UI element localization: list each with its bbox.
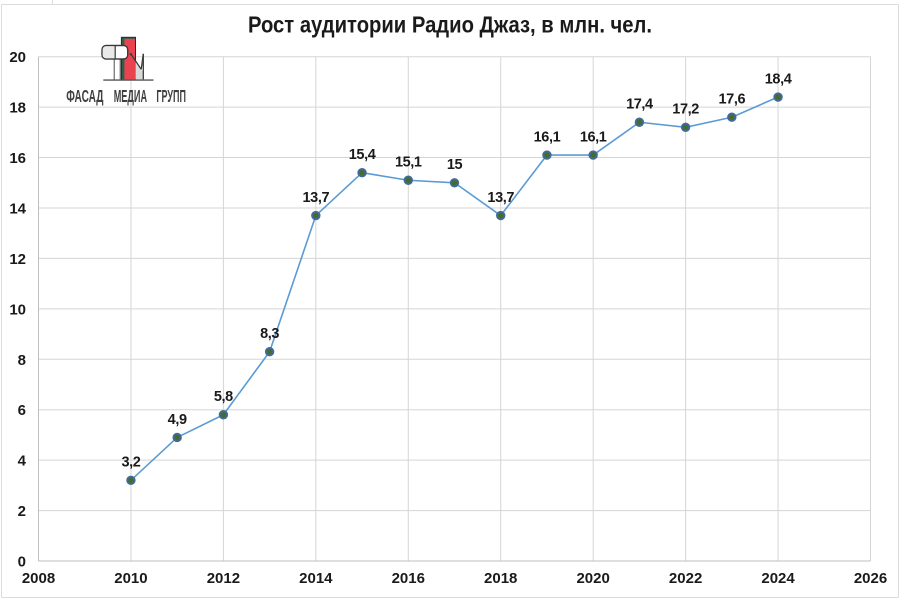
svg-text:МЕДИА: МЕДИА [114, 87, 147, 107]
svg-text:2024: 2024 [761, 570, 795, 587]
svg-text:2018: 2018 [484, 570, 517, 587]
svg-text:2020: 2020 [576, 570, 609, 587]
svg-text:2022: 2022 [669, 570, 702, 587]
svg-text:2016: 2016 [392, 570, 425, 587]
svg-text:4,9: 4,9 [168, 412, 187, 428]
svg-text:2010: 2010 [114, 570, 147, 587]
svg-text:10: 10 [9, 301, 26, 318]
svg-text:12: 12 [9, 251, 26, 268]
svg-text:15,1: 15,1 [395, 155, 422, 171]
svg-text:13,7: 13,7 [487, 190, 514, 206]
svg-text:2: 2 [18, 503, 26, 520]
svg-text:8,3: 8,3 [260, 326, 279, 342]
svg-text:6: 6 [18, 402, 26, 419]
svg-text:2026: 2026 [854, 570, 887, 587]
svg-text:17,6: 17,6 [719, 92, 746, 108]
svg-text:20: 20 [9, 49, 26, 66]
svg-text:3,2: 3,2 [121, 455, 140, 471]
svg-text:5,8: 5,8 [214, 389, 233, 405]
svg-text:0: 0 [18, 554, 26, 571]
svg-text:2008: 2008 [22, 570, 55, 587]
svg-text:ФАСАД: ФАСАД [66, 87, 104, 107]
svg-text:16,1: 16,1 [580, 129, 607, 145]
svg-text:16,1: 16,1 [534, 129, 561, 145]
svg-text:17,2: 17,2 [672, 102, 699, 118]
svg-text:ГРУПП: ГРУПП [156, 87, 186, 107]
svg-text:13,7: 13,7 [303, 190, 330, 206]
svg-text:8: 8 [18, 352, 26, 369]
svg-text:15: 15 [447, 157, 463, 173]
svg-text:2012: 2012 [207, 570, 240, 587]
svg-text:Рост аудитории Радио Джаз, в м: Рост аудитории Радио Джаз, в млн. чел. [248, 12, 652, 38]
svg-text:2014: 2014 [299, 570, 333, 587]
svg-text:17,4: 17,4 [626, 97, 653, 113]
svg-text:18,4: 18,4 [765, 71, 792, 87]
svg-text:15,4: 15,4 [349, 147, 376, 163]
svg-text:16: 16 [9, 150, 26, 167]
svg-text:18: 18 [9, 100, 26, 117]
svg-text:14: 14 [9, 201, 26, 218]
svg-text:4: 4 [18, 453, 27, 470]
